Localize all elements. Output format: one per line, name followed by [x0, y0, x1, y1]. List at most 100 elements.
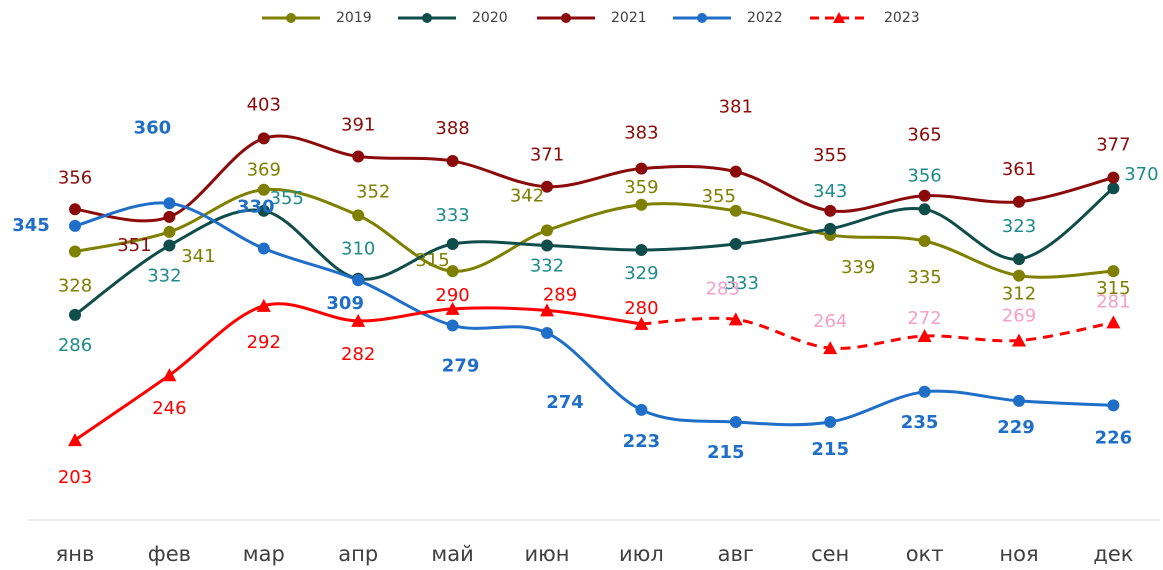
point-marker [352, 274, 365, 287]
point-marker [541, 326, 553, 339]
data-label: 283 [706, 278, 740, 299]
point-marker [729, 204, 742, 217]
point-marker [1013, 394, 1025, 407]
data-label: 215 [811, 439, 849, 460]
data-label: 359 [624, 177, 658, 198]
legend-label: 2022 [747, 10, 783, 26]
data-label: 235 [901, 412, 939, 433]
point-marker [69, 203, 81, 216]
data-label: 289 [543, 284, 577, 305]
data-label: 292 [247, 332, 281, 353]
series-line [641, 316, 1114, 350]
data-label: 356 [58, 167, 92, 188]
point-marker [824, 204, 837, 217]
point-marker [541, 224, 553, 237]
point-marker [446, 155, 459, 168]
point-marker [1107, 171, 1120, 184]
data-label: 226 [1095, 427, 1133, 448]
data-label: 286 [58, 335, 92, 356]
x-tick-label: сен [811, 542, 849, 566]
point-marker [729, 238, 742, 250]
point-marker [446, 238, 459, 250]
series-line [74, 134, 1114, 223]
point-marker [257, 132, 270, 145]
series-line [74, 187, 1114, 279]
x-tick-label: апр [338, 542, 378, 566]
data-label: 215 [707, 442, 745, 463]
point-marker [1013, 269, 1025, 282]
x-tick-label: июн [524, 542, 569, 566]
data-label: 355 [813, 145, 847, 166]
point-marker [824, 222, 837, 235]
point-marker [635, 162, 648, 175]
data-label: 312 [1002, 284, 1036, 305]
point-marker [634, 316, 649, 330]
x-tick-label: ноя [999, 542, 1038, 566]
point-marker [1107, 182, 1120, 195]
point-marker [729, 165, 742, 178]
point-marker [163, 210, 176, 223]
data-label: 352 [356, 181, 390, 202]
data-label: 329 [624, 263, 658, 284]
data-label: 377 [1096, 135, 1130, 156]
data-label: 264 [813, 311, 847, 332]
data-label: 203 [58, 467, 92, 488]
point-marker [1107, 265, 1120, 278]
x-tick-label: июл [619, 542, 664, 566]
data-label: 383 [624, 123, 658, 144]
data-label: 328 [58, 276, 92, 297]
point-marker [918, 234, 931, 247]
point-marker [541, 180, 553, 193]
point-marker [918, 203, 931, 216]
x-tick-label: авг [718, 542, 754, 566]
x-tick-label: май [431, 542, 473, 566]
data-label: 315 [1096, 278, 1130, 299]
data-label: 315 [415, 250, 449, 271]
legend-label: 2023 [884, 10, 920, 26]
data-label: 272 [907, 308, 941, 329]
data-label: 274 [546, 392, 584, 413]
data-label: 333 [725, 273, 759, 294]
point-marker [445, 301, 460, 315]
data-label: 343 [813, 181, 847, 202]
point-marker [635, 198, 648, 211]
point-marker [69, 219, 81, 232]
data-label: 341 [181, 246, 215, 267]
data-label: 391 [341, 115, 375, 136]
data-label: 332 [147, 266, 181, 287]
point-marker [918, 189, 931, 202]
point-marker [1106, 315, 1121, 329]
legend-marker [833, 12, 845, 23]
legend-marker [561, 13, 571, 23]
data-label: 365 [907, 125, 941, 146]
data-label: 356 [907, 165, 941, 186]
data-label: 281 [1096, 291, 1130, 312]
data-label: 345 [12, 215, 50, 236]
data-label: 355 [270, 188, 304, 209]
point-marker [918, 385, 931, 398]
data-label: 369 [247, 160, 281, 181]
point-marker [917, 329, 932, 342]
data-label: 333 [435, 205, 469, 226]
legend-label: 2019 [336, 10, 372, 26]
data-label: 342 [510, 185, 544, 206]
data-label: 330 [237, 197, 275, 218]
point-marker [163, 197, 176, 210]
data-label: 246 [152, 398, 186, 419]
point-marker [823, 341, 838, 355]
data-label: 361 [1002, 159, 1036, 180]
point-marker [68, 433, 82, 447]
data-label: 282 [341, 344, 375, 365]
data-label: 351 [117, 235, 151, 256]
series-line [74, 201, 1114, 427]
legend-label: 2021 [611, 10, 647, 26]
data-label: 332 [530, 256, 564, 277]
point-marker [69, 245, 81, 258]
point-marker [1013, 195, 1025, 208]
data-label: 339 [841, 257, 875, 278]
data-label: 388 [435, 118, 469, 139]
data-label: 229 [997, 417, 1035, 438]
point-marker [257, 242, 270, 255]
data-label: 355 [702, 186, 736, 207]
point-marker [352, 209, 365, 222]
